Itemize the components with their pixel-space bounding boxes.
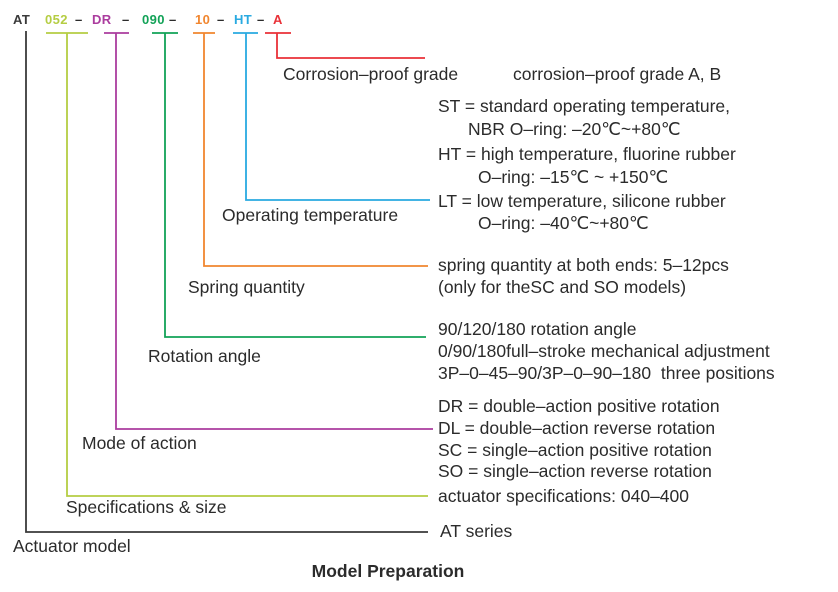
desc-temperature-st-oring: NBR O–ring: –20℃~+80℃ bbox=[468, 119, 681, 139]
branch-label-mode-of-action: Mode of action bbox=[82, 433, 197, 453]
code-segment-ht: HT bbox=[234, 12, 253, 27]
branch-label-actuator-model: Actuator model bbox=[13, 536, 131, 556]
code-separator-4: – bbox=[217, 12, 225, 27]
code-separator-3: – bbox=[169, 12, 177, 27]
diagram-title: Model Preparation bbox=[311, 561, 465, 581]
connector-rotation-angle bbox=[152, 32, 426, 338]
branch-label-operating-temperature: Operating temperature bbox=[222, 205, 399, 225]
desc-mode-sc: SC = single–action positive rotation bbox=[438, 440, 712, 460]
desc-temperature-lt-oring: O–ring: –40℃~+80℃ bbox=[478, 213, 649, 233]
code-separator-5: – bbox=[257, 12, 265, 27]
desc-at-series: AT series bbox=[440, 521, 513, 541]
desc-temperature-lt: LT = low temperature, silicone rubber bbox=[438, 191, 726, 211]
connector-actuator-model bbox=[25, 31, 428, 533]
desc-rotation-angle-3: 3P–0–45–90/3P–0–90–180 three positions bbox=[438, 363, 775, 383]
desc-spring-quantity-2: (only for theSC and SO models) bbox=[438, 277, 687, 297]
connector-spring-quantity bbox=[193, 32, 428, 267]
desc-corrosion-grade: corrosion–proof grade A, B bbox=[513, 64, 722, 84]
connector-corrosion-grade bbox=[265, 32, 425, 59]
code-segment-052: 052 bbox=[45, 12, 68, 27]
desc-mode-dl: DL = double–action reverse rotation bbox=[438, 418, 716, 438]
desc-spring-quantity-1: spring quantity at both ends: 5–12pcs bbox=[438, 255, 729, 275]
desc-rotation-angle-1: 90/120/180 rotation angle bbox=[438, 319, 637, 339]
code-segment-10: 10 bbox=[195, 12, 211, 27]
branch-label-rotation-angle: Rotation angle bbox=[148, 346, 261, 366]
desc-temperature-ht-oring: O–ring: –15℃ ~ +150℃ bbox=[478, 167, 669, 187]
branch-label-corrosion-grade: Corrosion–proof grade bbox=[283, 64, 459, 84]
connector-specifications-size bbox=[46, 32, 428, 497]
desc-mode-so: SO = single–action reverse rotation bbox=[438, 461, 712, 481]
code-segment-dr: DR bbox=[92, 12, 112, 27]
code-segment-at: AT bbox=[13, 12, 31, 27]
desc-temperature-st: ST = standard operating temperature, bbox=[438, 96, 731, 116]
code-segment-090: 090 bbox=[142, 12, 165, 27]
desc-temperature-ht: HT = high temperature, fluorine rubber bbox=[438, 144, 736, 164]
branch-label-spring-quantity: Spring quantity bbox=[188, 277, 305, 297]
desc-mode-dr: DR = double–action positive rotation bbox=[438, 396, 720, 416]
code-segment-a: A bbox=[273, 12, 283, 27]
code-separator-2: – bbox=[122, 12, 130, 27]
connector-operating-temperature bbox=[233, 32, 430, 201]
branch-label-specifications-size: Specifications & size bbox=[66, 497, 227, 517]
connector-mode-of-action bbox=[104, 32, 433, 430]
desc-rotation-angle-2: 0/90/180full–stroke mechanical adjustmen… bbox=[438, 341, 770, 361]
desc-specifications: actuator specifications: 040–400 bbox=[438, 486, 689, 506]
code-separator-1: – bbox=[75, 12, 83, 27]
